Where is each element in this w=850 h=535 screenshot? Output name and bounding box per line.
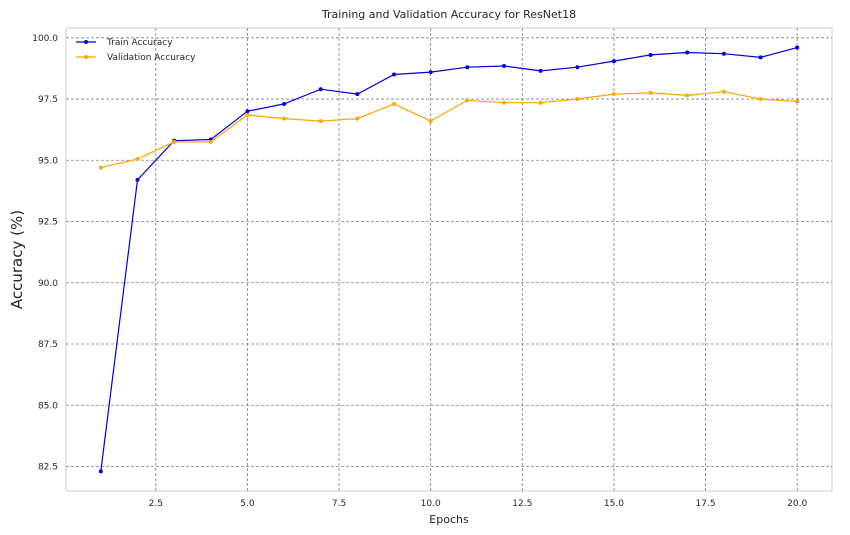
grid	[66, 28, 832, 491]
train-accuracy-point	[611, 59, 616, 64]
train-accuracy-point	[685, 50, 690, 55]
validation-accuracy-point	[795, 99, 800, 104]
train-accuracy-point	[648, 52, 653, 57]
validation-accuracy-point	[465, 98, 470, 103]
chart-title: Training and Validation Accuracy for Res…	[321, 8, 576, 21]
y-tick-label: 87.5	[38, 340, 58, 350]
validation-accuracy-point	[208, 139, 213, 144]
validation-accuracy-point	[758, 97, 763, 102]
x-tick-label: 15.0	[604, 499, 624, 509]
legend-marker	[84, 55, 88, 59]
x-tick-label: 12.5	[512, 499, 532, 509]
y-tick-label: 100.0	[32, 34, 58, 44]
train-accuracy-point	[721, 51, 726, 56]
train-accuracy-point	[795, 45, 800, 50]
legend-label: Validation Accuracy	[107, 53, 196, 63]
validation-accuracy-point	[611, 92, 616, 97]
train-accuracy-point	[282, 101, 287, 106]
train-accuracy-point	[392, 72, 397, 77]
y-tick-label: 90.0	[38, 279, 58, 289]
validation-accuracy-point	[428, 119, 433, 124]
validation-accuracy-point	[245, 112, 250, 117]
train-accuracy-point	[355, 92, 360, 97]
train-accuracy-point	[501, 63, 506, 68]
plot-area	[65, 27, 833, 492]
x-axis: 2.5 5.0 7.5 10.0 12.5 15.0 17.5 20.0	[149, 499, 808, 509]
validation-accuracy-point	[392, 101, 397, 106]
series-group	[98, 45, 800, 474]
validation-accuracy-point	[282, 116, 287, 121]
y-tick-label: 82.5	[38, 463, 58, 473]
validation-accuracy-point	[685, 93, 690, 98]
validation-accuracy-point	[135, 157, 140, 162]
validation-accuracy-point	[721, 89, 726, 94]
y-tick-label: 92.5	[38, 218, 58, 228]
train-accuracy-point	[428, 70, 433, 75]
train-accuracy-point	[318, 87, 323, 92]
validation-accuracy-point	[172, 139, 177, 144]
validation-accuracy-point	[501, 100, 506, 105]
train-accuracy-line	[100, 47, 798, 472]
x-tick-label: 17.5	[696, 499, 716, 509]
x-tick-label: 2.5	[149, 499, 163, 509]
x-tick-label: 10.0	[421, 499, 441, 509]
x-tick-label: 7.5	[332, 499, 346, 509]
train-accuracy-point	[245, 109, 250, 114]
train-accuracy-point	[538, 68, 543, 73]
train-accuracy-point	[135, 177, 140, 182]
x-tick-label: 20.0	[787, 499, 807, 509]
y-axis: 82.5 85.0 87.5 90.0 92.5 95.0 97.5 100.0	[32, 34, 58, 473]
y-tick-label: 97.5	[38, 95, 58, 105]
validation-accuracy-point	[355, 116, 360, 121]
validation-accuracy-point	[648, 90, 653, 95]
y-tick-label: 95.0	[38, 156, 58, 166]
validation-accuracy-point	[538, 100, 543, 105]
validation-accuracy-point	[98, 165, 103, 170]
legend-marker	[84, 40, 88, 44]
y-tick-label: 85.0	[38, 401, 58, 411]
train-accuracy-point	[465, 65, 470, 70]
x-tick-label: 5.0	[240, 499, 255, 509]
legend-label: Train Accuracy	[106, 38, 173, 48]
train-accuracy-point	[575, 65, 580, 70]
y-axis-label: Accuracy (%)	[8, 210, 26, 309]
train-accuracy-point	[98, 469, 103, 474]
validation-accuracy-point	[318, 119, 323, 124]
x-axis-label: Epochs	[429, 513, 469, 526]
validation-accuracy-line	[100, 91, 798, 169]
train-accuracy-point	[758, 55, 763, 60]
legend: Train Accuracy Validation Accuracy	[76, 38, 196, 63]
validation-accuracy-point	[575, 97, 580, 102]
